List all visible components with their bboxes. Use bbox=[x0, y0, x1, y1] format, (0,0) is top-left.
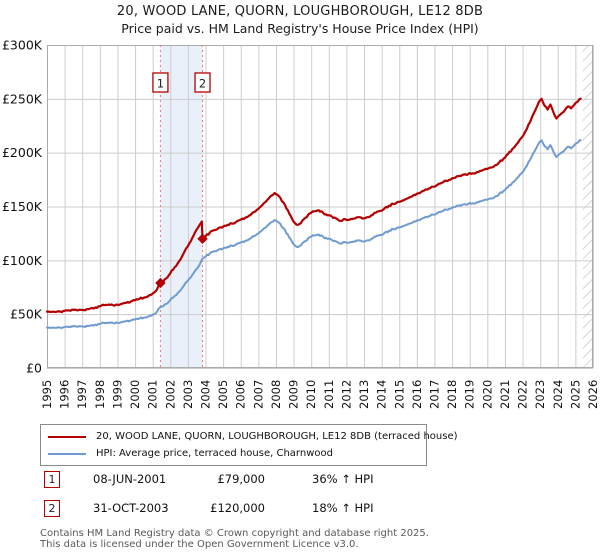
y-tick-label: £150K bbox=[2, 199, 43, 214]
x-tick-label: 2014 bbox=[375, 380, 389, 409]
sale-date-2: 31-OCT-2003 bbox=[93, 501, 169, 515]
y-tick-label: £300K bbox=[2, 38, 43, 53]
x-tick-label: 1997 bbox=[75, 380, 89, 409]
sale-hpi-change-2: 18% ↑ HPI bbox=[312, 501, 374, 515]
price-chart: 1 2 £0 £50K £100K £150K £200K £250K £300K 1995 199… bbox=[2, 38, 600, 410]
hpi-line bbox=[46, 139, 582, 330]
x-tick-label: 2006 bbox=[234, 380, 248, 409]
x-tick-label: 2007 bbox=[251, 380, 265, 409]
hpi-line-swatch bbox=[48, 452, 86, 455]
x-tick-label: 2002 bbox=[163, 380, 177, 409]
x-tick-label: 2003 bbox=[181, 380, 195, 409]
x-tick-label: 2004 bbox=[199, 380, 213, 409]
x-tick-label: 2019 bbox=[463, 380, 477, 409]
sale-number-badge-2: 2 bbox=[44, 500, 60, 517]
x-tick-label: 2012 bbox=[339, 380, 353, 409]
x-tick-label: 2000 bbox=[128, 380, 142, 409]
legend-item-property: 20, WOOD LANE, QUORN, LOUGHBOROUGH, LE12… bbox=[48, 428, 458, 445]
x-tick-label: 2016 bbox=[410, 380, 424, 409]
x-tick-label: 2017 bbox=[427, 380, 441, 409]
x-tick-label: 2015 bbox=[392, 380, 406, 409]
x-tick-label: 2018 bbox=[445, 380, 459, 409]
legend-label-hpi: HPI: Average price, terraced house, Char… bbox=[96, 448, 333, 459]
x-tick-label: 2009 bbox=[287, 380, 301, 409]
property-price-line bbox=[45, 97, 582, 314]
y-tick-label: £50K bbox=[10, 307, 43, 322]
sale-flag-number-2: 2 bbox=[199, 77, 206, 91]
sale-hpi-change-1: 36% ↑ HPI bbox=[312, 472, 374, 486]
x-tick-label: 2011 bbox=[322, 380, 336, 409]
x-tick-label: 2010 bbox=[304, 380, 318, 409]
x-tick-label: 2020 bbox=[480, 380, 494, 409]
chart-subtitle: Price paid vs. HM Land Registry's House … bbox=[121, 21, 479, 36]
x-tick-label: 2024 bbox=[551, 380, 565, 409]
footer-copyright-line: Contains HM Land Registry data © Crown c… bbox=[40, 528, 429, 539]
sale-marker-2 bbox=[197, 233, 208, 244]
x-tick-label: 2001 bbox=[146, 380, 160, 409]
legend-item-hpi: HPI: Average price, terraced house, Char… bbox=[48, 445, 419, 462]
footer-licence-line: This data is licensed under the Open Gov… bbox=[40, 538, 359, 550]
x-tick-label: 2025 bbox=[568, 380, 582, 409]
x-tick-label: 1996 bbox=[58, 380, 72, 409]
x-tick-label: 2008 bbox=[269, 380, 283, 409]
legend-label-property: 20, WOOD LANE, QUORN, LOUGHBOROUGH, LE12… bbox=[96, 431, 458, 442]
y-tick-label: £0 bbox=[26, 361, 42, 376]
sale-flag-number-1: 1 bbox=[157, 77, 164, 91]
y-tick-label: £200K bbox=[2, 145, 43, 160]
x-tick-label: 2021 bbox=[498, 380, 512, 409]
x-tick-label: 2023 bbox=[533, 380, 547, 409]
chart-legend: 20, WOOD LANE, QUORN, LOUGHBOROUGH, LE12… bbox=[40, 424, 458, 466]
x-tick-label: 2022 bbox=[516, 380, 530, 409]
x-tick-label: 2013 bbox=[357, 380, 371, 409]
x-tick-label: 1998 bbox=[93, 380, 107, 409]
sale-date-1: 08-JUN-2001 bbox=[93, 472, 167, 486]
sale-row-1: 1 08-JUN-2001 £79,000 36% ↑ HPI bbox=[0, 471, 600, 489]
x-tick-label: 1995 bbox=[40, 380, 54, 409]
y-tick-label: £250K bbox=[2, 91, 43, 106]
x-tick-label: 1999 bbox=[110, 380, 124, 409]
sale-flag-box-1 bbox=[152, 72, 169, 93]
sale-flag-box-2 bbox=[194, 72, 211, 93]
sale-row-2: 2 31-OCT-2003 £120,000 18% ↑ HPI bbox=[0, 500, 600, 518]
x-tick-label: 2026 bbox=[586, 380, 600, 409]
y-tick-label: £100K bbox=[2, 253, 43, 268]
sale-number-badge-1: 1 bbox=[44, 471, 60, 488]
x-tick-label: 2005 bbox=[216, 380, 230, 409]
plot-border bbox=[47, 45, 593, 368]
sale-price-1: £79,000 bbox=[217, 472, 265, 486]
page-title: 20, WOOD LANE, QUORN, LOUGHBOROUGH, LE12… bbox=[116, 4, 484, 19]
footer-attribution: Contains HM Land Registry data © Crown c… bbox=[40, 528, 580, 550]
property-line-swatch bbox=[48, 435, 86, 438]
sale-marker-1 bbox=[155, 277, 166, 289]
sale-price-2: £120,000 bbox=[210, 501, 265, 515]
gridlines bbox=[47, 45, 594, 369]
